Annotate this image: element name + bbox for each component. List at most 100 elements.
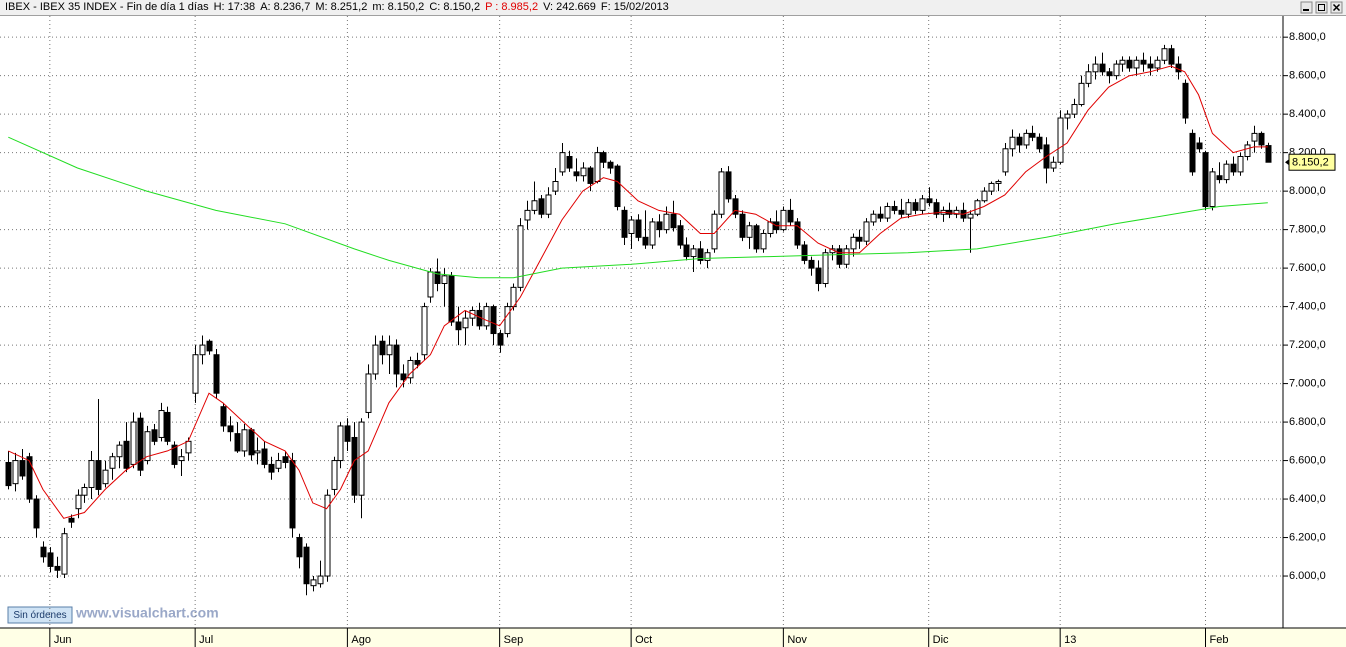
y-tick-label: 6.400,0 <box>1289 493 1326 505</box>
candle-body <box>953 209 960 215</box>
candle-body <box>739 213 746 238</box>
header-item: F: 15/02/2013 <box>600 1 669 13</box>
candle-body <box>5 461 12 487</box>
y-tick-label: 6.200,0 <box>1289 531 1326 543</box>
candle-body <box>1126 59 1133 69</box>
candle-body <box>331 460 338 490</box>
candle-body <box>1223 163 1230 181</box>
candle-body <box>856 236 863 242</box>
candle-body <box>580 167 587 177</box>
candle-body <box>808 259 815 269</box>
candle-body <box>248 429 255 456</box>
candle-body <box>151 429 158 442</box>
y-tick-label: 8.400,0 <box>1289 108 1326 120</box>
candle-body <box>372 344 379 375</box>
candle-body <box>919 198 926 211</box>
moving-average-line <box>8 136 1268 279</box>
candle-body <box>40 546 47 558</box>
header-item: P : 8.985,2 <box>485 1 539 13</box>
candle-body <box>303 546 310 585</box>
orders-button-label[interactable]: Sin órdenes <box>13 610 66 621</box>
candle-body <box>836 248 843 265</box>
candle-body <box>1161 48 1168 61</box>
candle-body <box>1182 82 1189 119</box>
header-item: IBEX - IBEX 35 INDEX - Fin de día 1 días <box>5 1 209 13</box>
candle-body <box>365 373 372 413</box>
y-tick-label: 8.000,0 <box>1289 185 1326 197</box>
candle-body <box>81 487 88 496</box>
candle-body <box>1050 161 1057 169</box>
candle-body <box>594 152 601 183</box>
candle-body <box>137 417 144 471</box>
candle-body <box>1168 48 1175 65</box>
candle-body <box>600 152 607 163</box>
candle-body <box>1029 132 1036 138</box>
candle-body <box>289 460 296 529</box>
candle-body <box>421 306 428 356</box>
y-tick-label: 7.400,0 <box>1289 301 1326 313</box>
candle-body <box>690 248 697 258</box>
candle-body <box>275 460 282 469</box>
candle-body <box>1147 63 1154 69</box>
candle-body <box>1251 132 1258 142</box>
x-tick-label: Sep <box>504 634 524 646</box>
candle-body <box>1106 71 1113 77</box>
candle-body <box>109 456 116 469</box>
candle-body <box>75 494 82 510</box>
candle-body <box>206 340 213 352</box>
candle-body <box>621 209 628 238</box>
candle-body <box>192 354 199 394</box>
candle-body <box>171 444 178 465</box>
candle-body <box>1196 142 1203 150</box>
y-tick-label: 7.800,0 <box>1289 224 1326 236</box>
candle-body <box>241 429 248 452</box>
candle-body <box>635 219 642 238</box>
candle-body <box>704 252 711 261</box>
candle-body <box>524 209 531 221</box>
candle-body <box>926 198 933 204</box>
candle-body <box>863 221 870 242</box>
x-tick-label: 13 <box>1064 634 1076 646</box>
window-controls <box>1300 1 1343 14</box>
candle-body <box>1057 117 1064 163</box>
candle-body <box>905 202 912 215</box>
close-icon <box>1332 3 1341 12</box>
candle-body <box>614 165 621 208</box>
minimize-button[interactable] <box>1300 1 1313 14</box>
moving-average-line <box>8 65 1268 519</box>
candle-body <box>656 221 663 231</box>
candle-body <box>68 517 75 523</box>
header-item: V: 242.669 <box>543 1 596 13</box>
candle-body <box>47 552 54 567</box>
candle-body <box>746 225 753 238</box>
candle-body <box>1140 59 1147 65</box>
candle-body <box>1023 132 1030 146</box>
candle-body <box>1002 148 1009 173</box>
candle-body <box>130 421 137 465</box>
candle-body <box>234 433 241 452</box>
candle-body <box>427 271 434 298</box>
candle-body <box>1209 171 1216 208</box>
candle-body <box>33 498 40 529</box>
candle-body <box>760 232 767 250</box>
header-item: A: 8.236,7 <box>260 1 311 13</box>
header-item: H: 17:38 <box>213 1 256 13</box>
candle-body <box>310 579 317 587</box>
candle-body <box>718 171 725 215</box>
candle-body <box>199 344 206 356</box>
candle-body <box>552 181 559 192</box>
candle-body <box>628 219 635 234</box>
candle-body <box>337 425 344 462</box>
candle-body <box>711 213 718 250</box>
orders-button[interactable] <box>7 606 73 624</box>
candle-body <box>1189 132 1196 173</box>
maximize-button[interactable] <box>1315 1 1328 14</box>
candle-body <box>1009 136 1016 150</box>
candle-body <box>400 373 407 381</box>
candle-body <box>1154 59 1161 69</box>
candle-body <box>538 198 545 215</box>
candle-body <box>677 225 684 246</box>
price-tag-label: 8.150,2 <box>1292 157 1329 169</box>
candle-body <box>822 252 829 285</box>
